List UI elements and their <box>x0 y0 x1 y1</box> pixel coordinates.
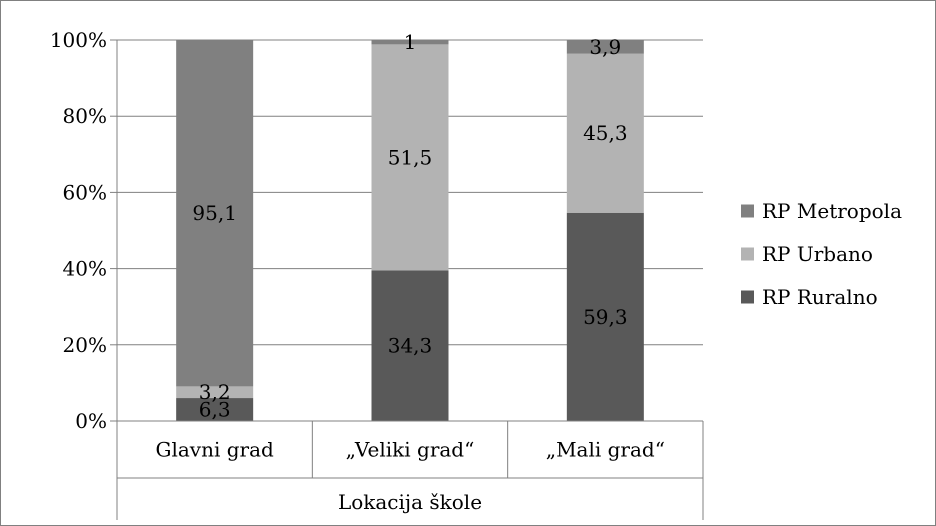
x-axis-title: Lokacija škole <box>338 490 482 514</box>
bars <box>176 40 644 421</box>
y-tick-label: 80% <box>63 104 107 128</box>
bar-segment <box>371 40 449 45</box>
data-label: 95,1 <box>192 201 237 225</box>
category-label: „Veliki grad“ <box>346 438 475 462</box>
y-tick-label: 40% <box>63 257 107 281</box>
bar-segment <box>176 398 254 421</box>
y-tick-label: 60% <box>63 180 107 204</box>
axes: 0% 20% 40% 60% 80% 100% Glavni grad „Veliki gra… <box>50 28 704 520</box>
y-tick-label: 20% <box>63 333 107 357</box>
legend-swatch <box>741 204 754 218</box>
data-label: 59,3 <box>583 305 628 329</box>
legend: RP Metropola RP Urbano RP Ruralno <box>741 199 902 309</box>
data-label: 34,3 <box>388 334 433 358</box>
data-label: 45,3 <box>583 121 628 145</box>
legend-label: RP Urbano <box>762 242 873 266</box>
data-label: 6,3 <box>199 398 231 422</box>
bar-segment <box>176 40 254 387</box>
category-label: Glavni grad <box>156 438 275 462</box>
bar-segment <box>566 212 644 421</box>
bar-segment <box>371 44 449 271</box>
category-label: „Mali grad“ <box>546 438 665 462</box>
data-labels: 6,33,2 95,1 34,3 51,5 1 59,3 45,3 3,9 <box>192 30 627 421</box>
bar-segment <box>566 40 644 54</box>
bar-segment <box>371 270 449 421</box>
bar-segment <box>566 53 644 213</box>
data-label: 1 <box>404 30 417 54</box>
y-tick-label: 0% <box>75 409 107 433</box>
legend-swatch <box>741 247 754 261</box>
legend-label: RP Ruralno <box>762 285 878 309</box>
legend-swatch <box>741 290 754 304</box>
data-label: 51,5 <box>388 145 433 169</box>
y-tick-label: 100% <box>50 28 107 52</box>
legend-label: RP Metropola <box>762 199 902 223</box>
bar-segment <box>176 386 254 399</box>
data-label: 3,2 <box>199 380 231 404</box>
data-label: 3,9 <box>589 35 621 59</box>
